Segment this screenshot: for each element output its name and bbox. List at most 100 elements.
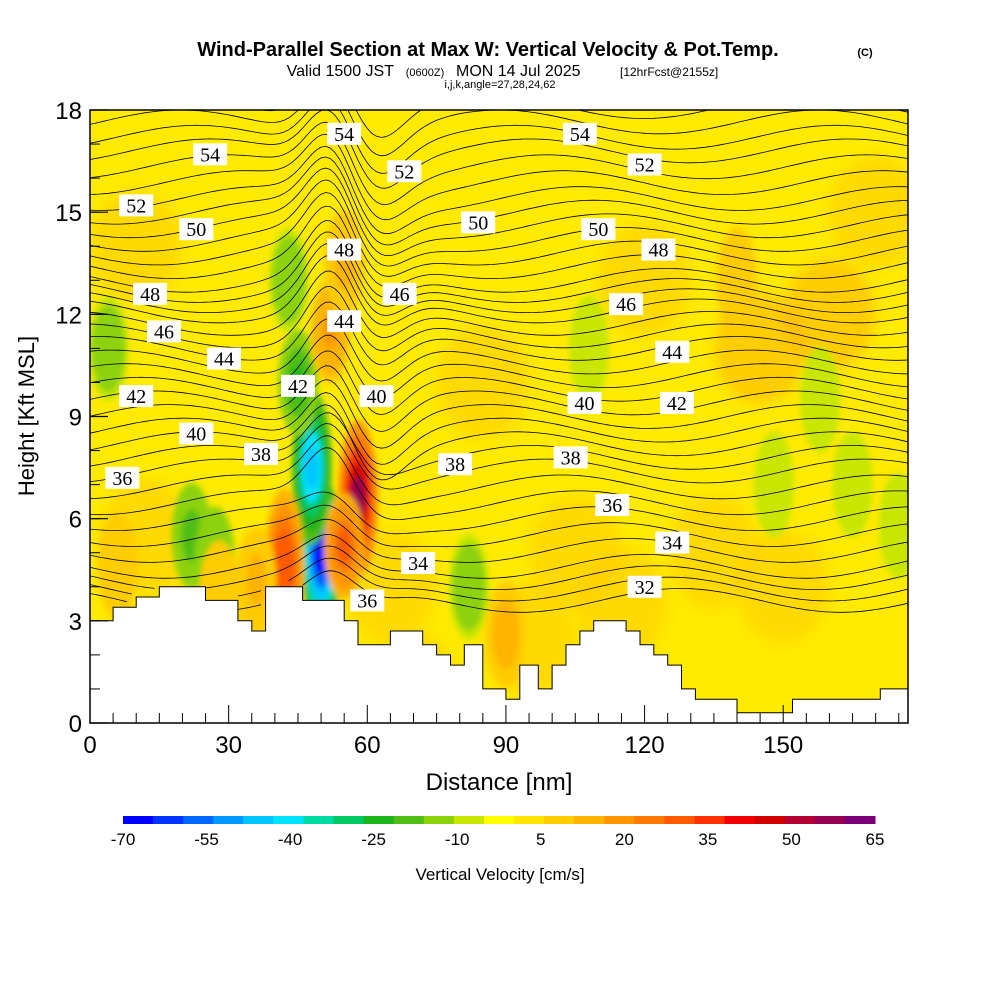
- colorbar-swatch: [814, 816, 846, 824]
- svg-text:40: 40: [574, 393, 594, 415]
- isentrope-label: 38: [553, 446, 588, 469]
- isentrope-label: 54: [193, 143, 228, 166]
- isentrope-line: [90, 133, 908, 221]
- svg-text:48: 48: [140, 284, 160, 306]
- x-tick-label: 150: [763, 732, 803, 759]
- isentrope-labels: 54 54 54 52 52 52 50 50 50 48 48 48 46 46 46 44 44 44 42 42…: [105, 122, 694, 612]
- colorbar-swatch: [273, 816, 304, 824]
- isentrope-line: [90, 145, 908, 235]
- isentrope-label: 44: [207, 347, 242, 371]
- colorbar-swatch: [664, 816, 696, 824]
- isentrope-label: 42: [119, 385, 154, 408]
- isentrope-label: 36: [595, 494, 630, 517]
- svg-text:52: 52: [635, 154, 655, 176]
- colorbar-swatch: [483, 816, 515, 824]
- colorbar-swatch: [514, 816, 545, 824]
- isentrope-line: [90, 365, 908, 432]
- updraft-core: [249, 562, 264, 597]
- svg-text:36: 36: [602, 495, 622, 517]
- isentrope-line: [90, 423, 908, 490]
- y-tick-label: 12: [55, 302, 82, 329]
- svg-text:34: 34: [408, 553, 428, 575]
- isentrope-line: [90, 379, 908, 449]
- isentrope-label: 38: [438, 453, 473, 476]
- colorbar-swatch: [544, 816, 575, 824]
- isentrope-label: 42: [280, 374, 315, 398]
- isentrope-label: 50: [581, 218, 616, 241]
- isentrope-label: 48: [641, 238, 676, 262]
- svg-text:38: 38: [445, 454, 465, 476]
- y-axis-label: Height [Kft MSL]: [14, 336, 39, 496]
- svg-text:42: 42: [126, 386, 146, 408]
- colorbar-swatch: [243, 816, 274, 824]
- isentrope-line: [90, 518, 908, 563]
- colorbar-swatch: [604, 816, 635, 824]
- isentrope-label: 36: [350, 589, 385, 612]
- isentrope-line: [90, 192, 908, 277]
- y-tick-label: 6: [69, 507, 82, 534]
- colorbar-swatch: [363, 816, 395, 824]
- isentrope-contours: [90, 110, 908, 613]
- isentrope-line: [90, 179, 908, 267]
- svg-text:54: 54: [334, 124, 354, 146]
- updraft-core: [729, 263, 745, 298]
- valid-time-utc: (0600Z): [406, 67, 445, 79]
- weak-updraft-patch: [530, 497, 621, 608]
- svg-text:46: 46: [390, 284, 410, 306]
- x-tick-label: 90: [493, 732, 520, 759]
- isentrope-line: [90, 545, 908, 590]
- colorbar-tick-label: 50: [782, 830, 801, 849]
- isentrope-label: 54: [327, 122, 362, 146]
- y-tick-label: 9: [69, 405, 82, 432]
- valid-date: MON 14 Jul 2025: [456, 63, 581, 80]
- isentrope-label: 34: [401, 551, 436, 575]
- svg-text:50: 50: [588, 219, 608, 241]
- weak-updraft-patch: [668, 497, 759, 608]
- isentrope-label: 46: [609, 293, 644, 316]
- isentrope-line: [90, 255, 908, 326]
- colorbar-swatch: [123, 816, 154, 824]
- updraft-core: [498, 617, 514, 652]
- x-axis-label: Distance [nm]: [426, 769, 573, 796]
- y-axis: 0 3 6 9 12 15 18: [55, 98, 108, 738]
- colorbar-swatch: [844, 816, 876, 824]
- isentrope-line: [90, 570, 908, 613]
- downdraft-core: [461, 569, 477, 604]
- colorbar-swatch: [423, 816, 455, 824]
- downdraft-core: [101, 331, 116, 366]
- y-tick-label: 15: [55, 200, 82, 227]
- svg-text:50: 50: [468, 212, 488, 234]
- colorbar-swatch: [634, 816, 665, 824]
- isentrope-label: 32: [627, 575, 662, 599]
- colorbar-swatch: [784, 816, 816, 824]
- svg-text:44: 44: [214, 349, 234, 371]
- valid-time: Valid 1500 JST: [287, 63, 395, 80]
- colorbar-tick-label: 35: [698, 830, 717, 849]
- isentrope-label: 50: [461, 211, 496, 234]
- svg-text:52: 52: [126, 195, 146, 217]
- downdraft-core: [812, 382, 828, 417]
- weak-updraft-patch: [830, 157, 908, 268]
- isentrope-line: [90, 557, 908, 602]
- colorbar-swatch: [694, 816, 726, 824]
- svg-text:48: 48: [334, 240, 354, 262]
- x-tick-label: 0: [83, 732, 96, 759]
- weak-updraft-patch: [91, 191, 182, 302]
- svg-text:40: 40: [367, 386, 387, 408]
- isentrope-label: 52: [119, 194, 154, 217]
- svg-text:36: 36: [112, 468, 132, 490]
- isentrope-line: [90, 110, 908, 157]
- isentrope-line: [90, 167, 908, 256]
- valid-time-line: Valid 1500 JST (0600Z) MON 14 Jul 2025 […: [287, 63, 719, 80]
- copyright-mark: (C): [857, 47, 873, 59]
- weak-updraft-patch: [784, 259, 875, 370]
- downdraft-core: [581, 331, 597, 366]
- svg-text:36: 36: [357, 590, 377, 612]
- colorbar-tick-label: -10: [445, 830, 470, 849]
- colorbar-label: Vertical Velocity [cm/s]: [415, 865, 584, 884]
- isentrope-line: [90, 231, 908, 307]
- isentrope-line: [90, 350, 908, 416]
- isentrope-label: 46: [382, 282, 417, 306]
- x-tick-label: 120: [625, 732, 665, 759]
